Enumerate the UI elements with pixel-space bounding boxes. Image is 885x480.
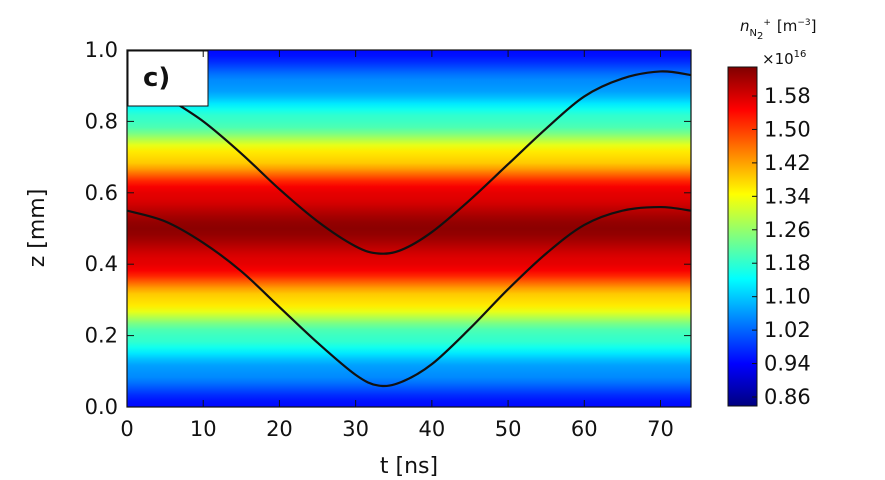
- y-tick-label: 0.0: [85, 395, 118, 419]
- panel-label: c): [143, 63, 170, 93]
- lower-curve-line: [127, 205, 691, 388]
- colorbar-tick-label: 0.86: [764, 385, 811, 409]
- colorbar-tick-label: 1.02: [764, 318, 811, 342]
- y-tick-label: 1.0: [85, 38, 118, 62]
- colorbar-tick-label: 1.50: [764, 117, 811, 141]
- colorbar-ticks: 0.86 0.94 1.02 1.10 1.18 1.26 1.34 1.42 1.50 1.58: [752, 84, 811, 409]
- colorbar-tick-label: 1.26: [764, 218, 811, 242]
- colorbar-tick-label: 1.10: [764, 285, 811, 309]
- x-tick-label: 70: [647, 417, 674, 441]
- x-tick-label: 20: [266, 417, 293, 441]
- colorbar: [727, 66, 758, 407]
- y-tick-label: 0.4: [85, 252, 118, 276]
- x-tick-label: 10: [190, 417, 217, 441]
- colorbar-title: nN2+ [m−3]: [740, 17, 817, 42]
- colorbar-tick-label: 1.18: [764, 251, 811, 275]
- x-axis-label: t [ns]: [380, 454, 438, 479]
- x-tick-label: 0: [120, 417, 133, 441]
- x-axis: 0 10 20 30 40 50 60 70: [120, 50, 674, 441]
- colorbar-tick-label: 0.94: [764, 352, 811, 376]
- x-tick-label: 60: [571, 417, 598, 441]
- y-axis-label: z [mm]: [25, 189, 50, 268]
- heatmap-field: [127, 50, 691, 407]
- upper-curve-line: [127, 70, 691, 255]
- colorbar-tick-label: 1.42: [764, 151, 811, 175]
- y-tick-label: 0.8: [85, 109, 118, 133]
- colorbar-tick-label: 1.58: [764, 84, 811, 108]
- curves-layer: [127, 70, 691, 388]
- y-axis: 0.0 0.2 0.4 0.6 0.8 1.0: [85, 38, 691, 419]
- x-tick-label: 30: [342, 417, 369, 441]
- x-tick-label: 50: [495, 417, 522, 441]
- panel-label-box: c): [127, 50, 209, 107]
- y-tick-label: 0.2: [85, 324, 118, 348]
- x-tick-label: 40: [418, 417, 445, 441]
- colorbar-scale: ×1016: [762, 49, 806, 68]
- plot-frame: [126, 49, 692, 408]
- colorbar-tick-label: 1.34: [764, 184, 811, 208]
- y-tick-label: 0.6: [85, 181, 118, 205]
